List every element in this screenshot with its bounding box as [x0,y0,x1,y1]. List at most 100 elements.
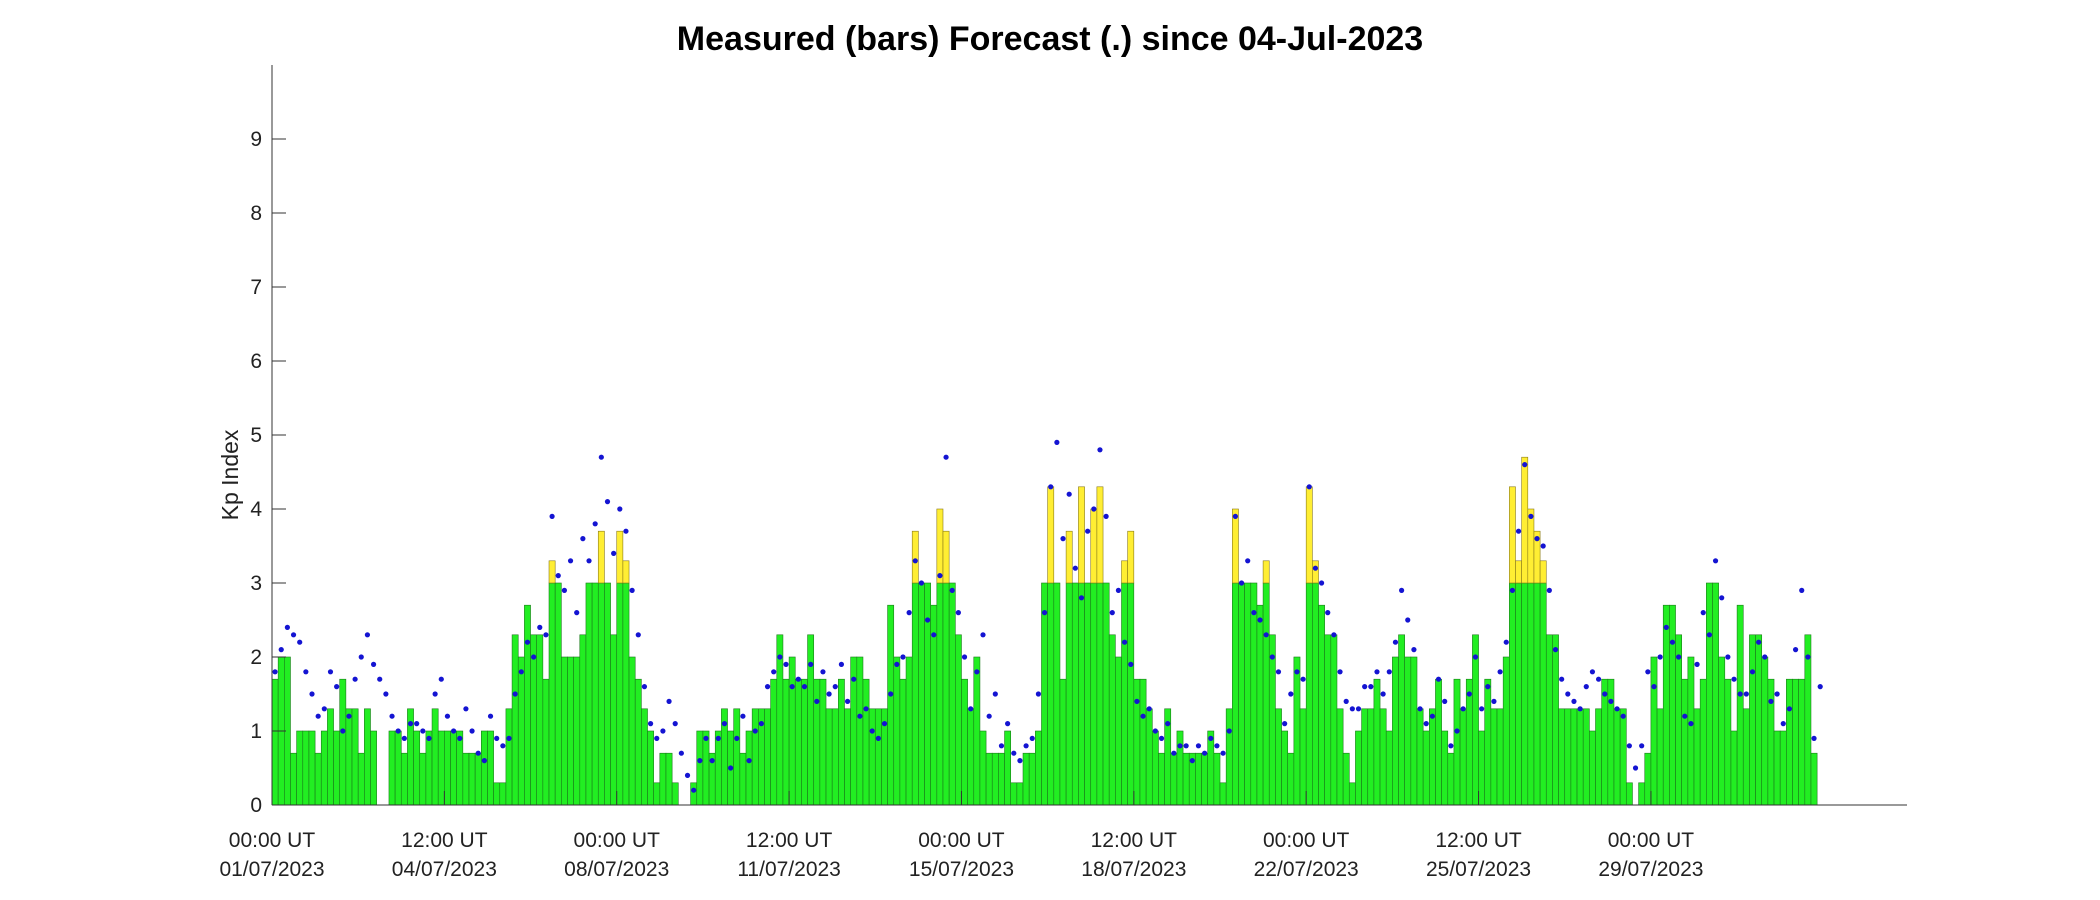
kp-bar [905,656,913,806]
kp-bar [1675,634,1682,806]
kp-bar [1256,604,1264,806]
kp-bar [1139,678,1147,806]
forecast-point [955,610,961,616]
forecast-point [617,506,623,512]
kp-bar [948,582,956,806]
kp-bar [794,678,802,806]
kp-bar-storm [1232,508,1239,584]
forecast-point [370,661,377,668]
forecast-point [1805,654,1811,660]
kp-bar [450,730,457,806]
forecast-point [420,728,426,734]
kp-bar [1429,708,1436,806]
kp-bar [548,582,556,806]
forecast-point [1712,558,1719,564]
kp-bar [770,678,778,806]
forecast-point [401,735,407,742]
kp-bar [554,582,562,806]
forecast-point [869,728,875,734]
kp-bar [671,782,679,806]
forecast-point [795,676,801,682]
kp-bar [585,582,593,806]
kp-bar [1201,752,1208,806]
forecast-point [709,758,715,764]
forecast-point [290,632,297,638]
kp-bar [1515,582,1522,806]
forecast-point [1442,698,1448,705]
forecast-point [487,713,494,719]
kp-bar [616,582,624,806]
kp-bar [561,656,568,806]
kp-bar [1336,708,1344,806]
kp-bar [856,656,864,806]
kp-bar [745,730,753,806]
forecast-point [1060,536,1066,542]
kp-bar [1687,656,1695,806]
forecast-point [1448,743,1454,749]
kp-bar [1459,708,1467,806]
kp-bar [370,730,377,806]
kp-bar [1287,752,1295,806]
forecast-point [1091,506,1097,512]
kp-bar [1779,730,1787,806]
kp-bar-storm [1305,486,1313,584]
kp-bar [1619,708,1627,806]
kp-bar [1749,634,1756,806]
kp-bar [1644,752,1652,806]
forecast-point [1608,698,1614,705]
y-axis-label: Kp Index [217,429,243,520]
kp-bar [1170,752,1178,806]
kp-bar [942,582,950,806]
forecast-point [1226,728,1232,734]
forecast-point [1509,587,1516,594]
kp-bar [782,678,790,806]
forecast-point [1165,721,1171,727]
kp-bar [967,708,975,806]
forecast-point [1682,713,1688,719]
y-tick-label: 8 [250,202,262,225]
forecast-point [912,558,918,564]
kp-bar [1706,582,1713,806]
kp-bar [1090,582,1098,806]
x-tick-date: 18/07/2023 [1081,858,1186,881]
forecast-point [1257,617,1263,623]
forecast-point [826,691,832,697]
forecast-point [586,558,592,564]
forecast-point [426,735,432,742]
kp-bar [844,708,851,806]
forecast-point [1189,758,1195,764]
forecast-point [1762,654,1768,660]
kp-bar [1053,582,1061,806]
forecast-point [352,676,358,682]
kp-bar [1539,582,1547,806]
kp-bar [874,708,882,806]
forecast-point [1041,610,1048,616]
forecast-point [752,728,758,734]
kp-bar [1268,634,1276,806]
kp-bar [1238,582,1245,806]
kp-bar [1133,678,1141,806]
kp-bar-storm [936,508,944,584]
forecast-point [974,669,980,675]
kp-bar [345,708,353,806]
kp-bar [493,782,501,806]
kp-bar [1736,604,1744,806]
kp-bar [696,730,704,806]
forecast-point [1349,706,1355,712]
forecast-point [1454,728,1460,734]
forecast-point [1651,684,1657,690]
forecast-point [1109,610,1115,616]
forecast-point [327,669,334,675]
forecast-point [1023,743,1029,749]
kp-bar [1355,730,1362,806]
kp-bar [634,678,642,806]
forecast-point [1097,447,1103,453]
kp-bar [1385,730,1393,806]
forecast-point [746,758,752,764]
kp-bar-storm [1509,486,1516,584]
kp-bar [394,730,402,806]
kp-bar [1244,582,1252,806]
kp-bar [1558,708,1566,806]
forecast-point [1263,632,1269,638]
kp-bar [1441,730,1449,806]
